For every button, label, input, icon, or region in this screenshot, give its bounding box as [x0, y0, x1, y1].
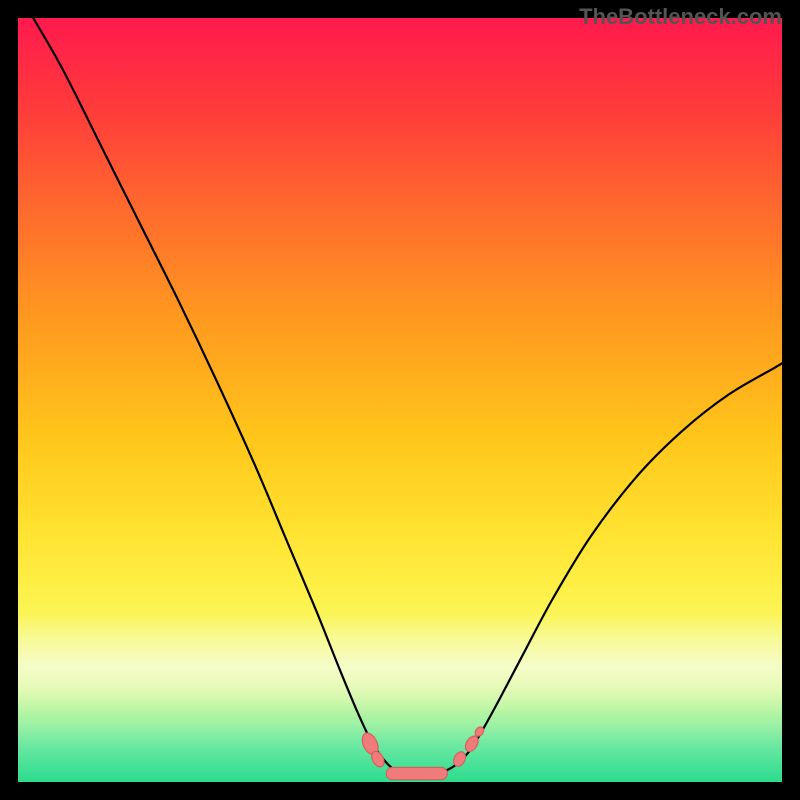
pale-band-overlay [18, 18, 782, 782]
watermark-label: TheBottleneck.com [579, 4, 782, 30]
bottom-marker [386, 767, 447, 779]
plot-area [18, 18, 782, 782]
chart-svg [18, 18, 782, 782]
